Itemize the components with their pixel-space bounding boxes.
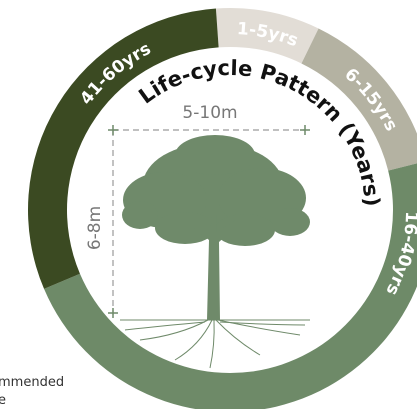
tree [120,135,310,368]
footnote-line: mmended [0,375,64,390]
width-label: 5-10m [182,103,237,123]
footnote-line: e [0,393,6,408]
diagram: 5-10m 6-8m mmended e 1-5yrs6-15yrs16-40y… [0,0,417,409]
height-label: 6-8m [85,206,105,250]
